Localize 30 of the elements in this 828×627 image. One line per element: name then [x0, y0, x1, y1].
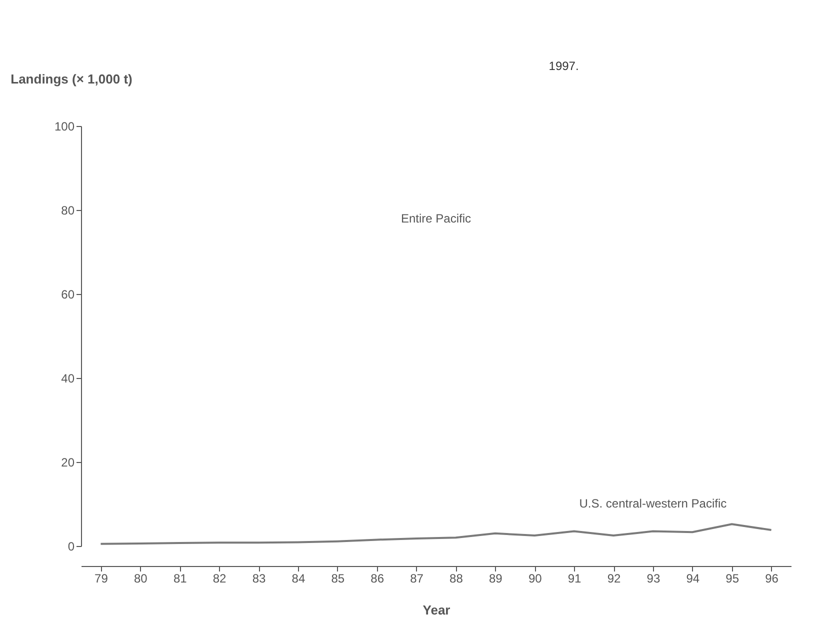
series-label: U.S. central-western Pacific [579, 496, 727, 510]
y-tick-label: 40 [61, 372, 75, 386]
y-tick-label: 100 [54, 120, 75, 134]
x-tick-label: 87 [410, 572, 424, 586]
x-tick-label: 84 [292, 572, 306, 586]
y-tick-label: 80 [61, 204, 75, 218]
x-tick-label: 90 [528, 572, 542, 586]
y-tick-label: 0 [68, 540, 75, 554]
annotation: Entire Pacific [400, 211, 472, 226]
y-axis-title: Landings (× 1,000 t) [10, 72, 132, 86]
line-series [100, 523, 772, 545]
x-axis-title: Year [422, 602, 450, 618]
x-tick-label: 94 [686, 572, 700, 586]
x-tick-label: 82 [212, 572, 227, 586]
x-tick-label: 89 [488, 572, 503, 586]
x-tick-label: 96 [765, 572, 779, 586]
x-tick-label: 86 [370, 572, 384, 586]
x-tick-label: 80 [134, 572, 148, 586]
x-tick-label: 81 [173, 572, 188, 586]
x-tick-label: 92 [607, 572, 621, 586]
x-tick-label: 79 [94, 572, 108, 586]
y-tick-label: 20 [61, 456, 75, 470]
x-tick-label: 91 [568, 572, 582, 586]
x-tick-label: 85 [331, 572, 345, 586]
x-tick-label: 95 [726, 572, 740, 586]
x-tick-label: 88 [450, 572, 464, 586]
x-tick-label: 93 [646, 572, 660, 586]
y-tick-label: 60 [61, 288, 75, 302]
x-tick-label: 83 [252, 572, 266, 586]
text: 1997. [548, 59, 579, 73]
